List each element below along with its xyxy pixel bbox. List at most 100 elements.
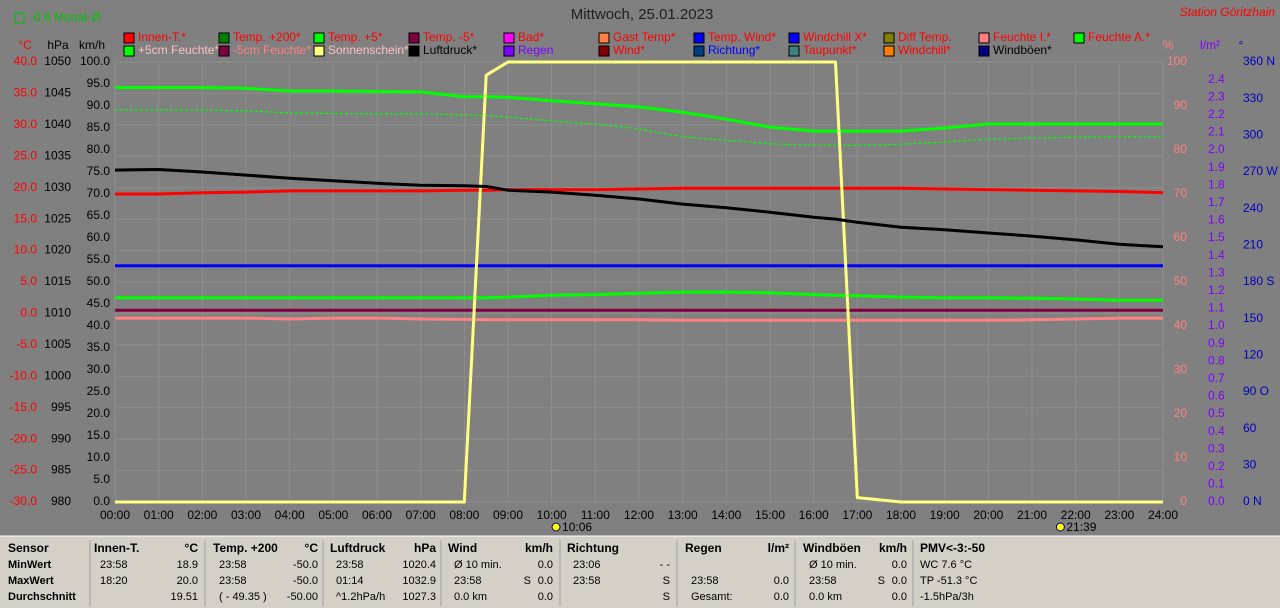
marker-label: 10:06	[562, 520, 592, 534]
y-tick-label: 35.0	[14, 86, 38, 100]
table-cell: 0.0	[892, 591, 907, 603]
legend-swatch	[978, 32, 990, 44]
legend-label: Gast Temp*	[613, 30, 676, 44]
y-tick-label: -5.0	[16, 337, 37, 351]
table-cell: Durchschnitt	[8, 591, 76, 603]
legend-label: Feuchte I.*	[993, 30, 1051, 44]
table-cell: 23:58	[454, 575, 482, 587]
x-tick-label: 00:00	[100, 508, 130, 522]
marker-icon	[551, 522, 561, 532]
legend-label: Luftdruck*	[423, 43, 477, 57]
table-cell: 0.0	[538, 559, 553, 571]
x-tick-label: 16:00	[799, 508, 829, 522]
y-tick-label: 40.0	[14, 54, 38, 68]
table-cell: -1.5hPa/3h	[920, 591, 974, 603]
lines	[114, 60, 1164, 504]
y-tick-label: 100	[1167, 54, 1187, 68]
table-cell: 23:58	[336, 559, 364, 571]
y-tick-label: 0.6	[1208, 389, 1225, 403]
y-tick-label: 50	[1174, 274, 1188, 288]
y-tick-label: 2.3	[1208, 89, 1225, 103]
legend-label: Feuchte A.*	[1088, 30, 1150, 44]
y-tick-label: 0.1	[1208, 477, 1225, 491]
y-tick-label: 100.0	[80, 54, 110, 68]
y-tick-label: 1015	[44, 274, 71, 288]
table-header: Innen-T.	[94, 541, 139, 555]
y-tick-label: 1.2	[1208, 283, 1225, 297]
x-tick-label: 20:00	[973, 508, 1003, 522]
table-cell: S	[524, 575, 531, 587]
y-tick-label: 75.0	[87, 164, 111, 178]
x-tick-label: 06:00	[362, 508, 392, 522]
axis-unit: km/h	[79, 38, 105, 52]
y-tick-label: 1010	[44, 306, 71, 320]
y-tick-label: 1.4	[1208, 248, 1225, 262]
y-tick-label: 5.0	[93, 472, 110, 486]
y-tick-label: 0	[1180, 494, 1187, 508]
y-tick-label: -15.0	[10, 400, 38, 414]
y-tick-label: 240	[1243, 201, 1263, 215]
series-line	[115, 186, 1164, 196]
y-tick-label: 1000	[44, 368, 71, 382]
y-tick-label: 1.3	[1208, 265, 1225, 279]
legend-swatch	[598, 45, 610, 57]
y-tick-label: 0.9	[1208, 336, 1225, 350]
y-tick-label: 15.0	[87, 428, 111, 442]
legend-label: +5cm Feuchte*	[138, 43, 219, 57]
x-tick-label: 07:00	[406, 508, 436, 522]
legend-label: Temp. Wind*	[708, 30, 776, 44]
table-cell: Ø 10 min.	[809, 559, 857, 571]
axis-unit: hPa	[47, 38, 69, 52]
table-header-unit: °C	[185, 541, 199, 555]
y-tick-label: 70	[1174, 186, 1188, 200]
legend-swatch	[408, 45, 420, 57]
table-cell: S	[878, 575, 885, 587]
grid	[114, 61, 1164, 503]
table-cell: 0.0	[774, 591, 789, 603]
y-tick-label: 1.8	[1208, 177, 1225, 191]
y-tick-label: 985	[51, 463, 71, 477]
y-tick-label: 15.0	[14, 211, 38, 225]
legend-swatch	[218, 45, 230, 57]
y-tick-label: 30	[1174, 362, 1188, 376]
x-tick-label: 04:00	[275, 508, 305, 522]
y-tick-label: 180 S	[1243, 274, 1274, 288]
y-tick-label: 20	[1174, 406, 1188, 420]
y-tick-label: 0.7	[1208, 371, 1225, 385]
y-tick-label: 30.0	[14, 117, 38, 131]
table-header-unit: km/h	[525, 541, 553, 555]
table-header: Richtung	[567, 541, 619, 555]
x-tick-label: 21:00	[1017, 508, 1047, 522]
y-tick-label: 1.6	[1208, 213, 1225, 227]
y-tick-label: 1045	[44, 86, 71, 100]
legend-label: Bad*	[518, 30, 544, 44]
table-cell: 1032.9	[402, 575, 436, 587]
y-tick-label: 90.0	[87, 98, 111, 112]
y-tick-label: 60.0	[87, 230, 111, 244]
table-cell: S	[663, 591, 670, 603]
y-tick-label: -10.0	[10, 368, 38, 382]
x-tick-label: 14:00	[711, 508, 741, 522]
table-cell: ( - 49.35 )	[219, 591, 267, 603]
x-tick-label: 09:00	[493, 508, 523, 522]
table-header: Sensor	[8, 541, 49, 555]
y-tick-label: 60	[1243, 421, 1257, 435]
y-tick-label: 2.0	[1208, 142, 1225, 156]
legend-label: Temp. +200*	[233, 30, 301, 44]
marker-label: 21:39	[1066, 520, 1096, 534]
table-cell: 1020.4	[402, 559, 436, 571]
y-tick-label: 30.0	[87, 362, 111, 376]
table-header: Temp. +200	[213, 541, 278, 555]
table-header: Wind	[448, 541, 477, 555]
axis-unit: l/m²	[1200, 38, 1220, 52]
y-tick-label: 1.5	[1208, 230, 1225, 244]
table-cell: 0.0	[892, 575, 907, 587]
table-cell: 23:58	[573, 575, 601, 587]
legend-swatch	[883, 45, 895, 57]
legend-swatch	[218, 32, 230, 44]
legend-label: Richtung*	[708, 43, 760, 57]
legend-label: Windböen*	[993, 43, 1052, 57]
table-cell: 23:58	[809, 575, 837, 587]
y-tick-label: 20.0	[14, 180, 38, 194]
series-line	[115, 109, 1163, 146]
